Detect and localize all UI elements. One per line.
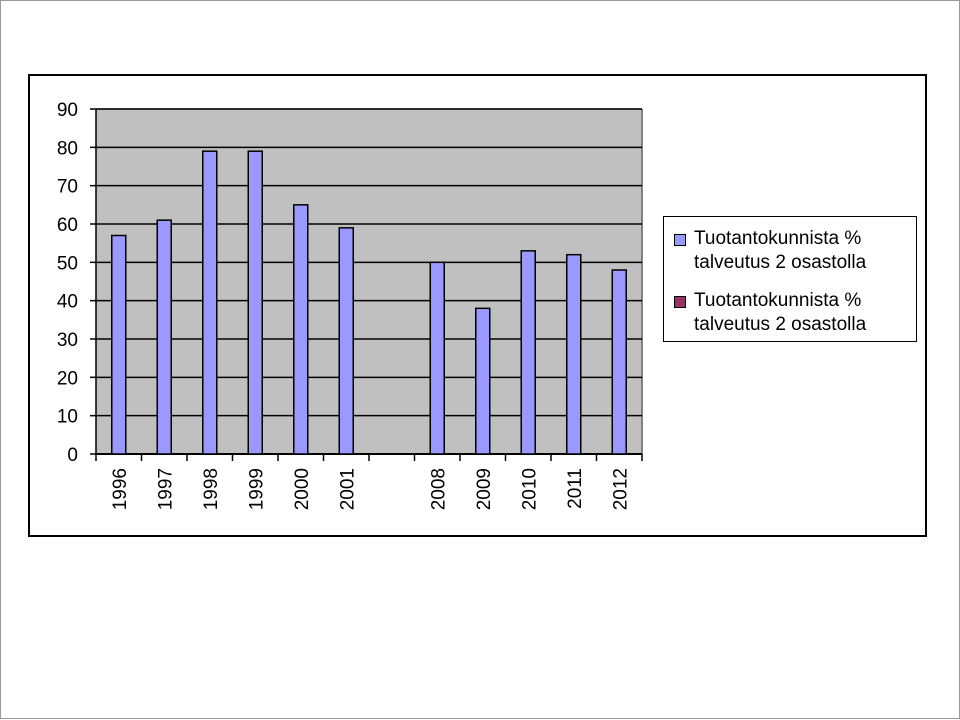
y-tick-label: 60 (57, 215, 78, 236)
x-tick-label: 2001 (337, 468, 358, 510)
x-tick-label: 1996 (110, 468, 131, 510)
legend-swatch-series-2 (674, 296, 686, 308)
y-tick-label: 70 (57, 177, 78, 198)
y-tick-label: 20 (57, 368, 78, 389)
bar (111, 234, 127, 455)
x-tick-label: 2009 (474, 468, 495, 510)
legend-label-series-2: Tuotantokunnista % talveutus 2 osastolla (694, 290, 867, 335)
y-tick-label: 50 (57, 253, 78, 274)
y-tick-label: 0 (67, 445, 78, 466)
bar (247, 150, 263, 455)
x-tick-label: 2000 (292, 468, 313, 510)
bar (611, 269, 627, 455)
legend-swatch-series-1 (674, 234, 686, 246)
x-tick-label: 2012 (610, 468, 631, 510)
x-tick-label: 1997 (155, 468, 176, 510)
x-tick-label: 2011 (565, 468, 586, 509)
legend-entry-series-2: Tuotantokunnista % talveutus 2 osastolla (674, 289, 914, 337)
x-tick-label: 2008 (428, 468, 449, 510)
y-tick-label: 30 (57, 330, 78, 351)
y-tick-label: 40 (57, 292, 78, 313)
legend-entry-series-1: Tuotantokunnista % talveutus 2 osastolla (674, 227, 914, 275)
plot-area (96, 109, 642, 454)
legend-label-series-1: Tuotantokunnista % talveutus 2 osastolla (694, 228, 867, 273)
x-tick-label: 1999 (246, 468, 267, 510)
y-tick-label: 80 (57, 138, 78, 159)
bar (475, 307, 491, 455)
y-tick-label: 90 (57, 100, 78, 121)
bar (566, 253, 582, 455)
x-tick-label: 1998 (201, 468, 222, 510)
bar (156, 219, 172, 455)
y-tick-label: 10 (57, 407, 78, 428)
bar (429, 261, 445, 455)
bar (202, 150, 218, 455)
x-tick-label: 2010 (519, 468, 540, 510)
bar (520, 250, 536, 455)
bar (293, 204, 309, 455)
bar (338, 227, 354, 455)
chart-legend: Tuotantokunnista % talveutus 2 osastolla… (663, 216, 917, 342)
